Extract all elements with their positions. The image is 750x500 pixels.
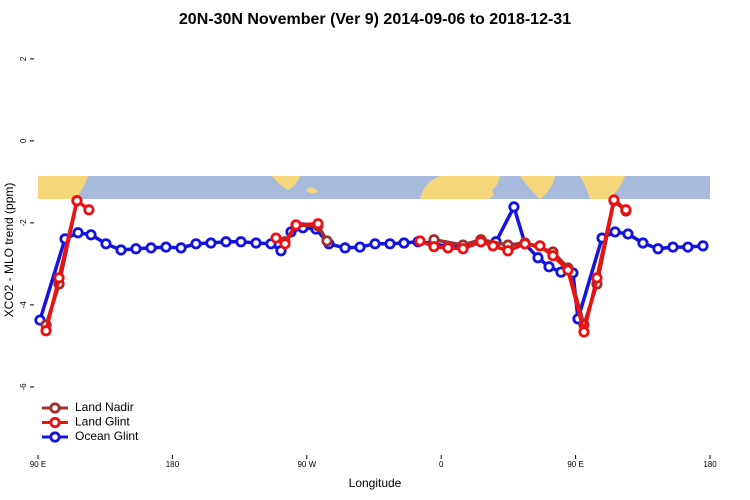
data-point [562,264,574,276]
data-point [145,242,157,254]
data-point [190,238,202,250]
data-point [442,242,454,254]
data-point [312,218,324,230]
data-point [85,229,97,241]
data-point [652,243,664,255]
data-point [53,272,65,284]
legend-label: Land Nadir [75,400,134,414]
data-point [457,243,469,255]
data-point [608,194,620,206]
y-axis-label: XCO2 - MLO trend (ppm) [2,183,16,318]
data-point [428,241,440,253]
data-point [270,232,282,244]
y-tick-label: -4 [19,301,28,309]
legend-label: Ocean Glint [75,429,139,443]
data-point [130,243,142,255]
data-point [502,245,514,257]
data-point [71,195,83,207]
x-tick-label: 90 E [30,460,46,469]
data-point [543,261,555,273]
data-point [83,204,95,216]
y-tick-label: 2 [19,56,28,61]
data-point [40,325,52,337]
data-point [205,237,217,249]
data-point [682,241,694,253]
data-point [508,201,520,213]
x-tick-label: 90 E [567,460,583,469]
data-point [475,236,487,248]
data-point [532,252,544,264]
data-point [697,240,709,252]
series-line [38,205,704,321]
data-point [534,240,546,252]
y-tick-label: 0 [19,138,28,143]
data-point [384,238,396,250]
data-point [235,236,247,248]
data-point [609,226,621,238]
data-point [622,228,634,240]
y-tick-label: -6 [19,383,28,391]
data-point [547,250,559,262]
legend-label: Land Glint [75,415,130,429]
map-strip [38,176,710,199]
data-point [487,240,499,252]
data-point [578,326,590,338]
data-point [398,237,410,249]
data-point [279,238,291,250]
data-point [321,235,333,247]
x-axis-label: Longitude [349,476,402,490]
data-point [591,272,603,284]
data-point [100,238,112,250]
legend-marker [49,416,61,429]
data-point [250,237,262,249]
data-point [354,241,366,253]
data-point [414,235,426,247]
x-tick-label: 180 [166,460,180,469]
data-point [620,204,632,216]
data-point [160,241,172,253]
legend-marker [49,431,61,443]
x-tick-label: 180 [703,460,717,469]
series-line [44,198,628,334]
data-point [290,219,302,231]
y-tick-label: -2 [19,219,28,227]
x-tick-label: 90 W [297,460,316,469]
data-point [72,227,84,239]
data-point [339,242,351,254]
data-point [115,244,127,256]
data-point [220,236,232,248]
data-point [369,238,381,250]
plot-area: 90 E 180 90 W 0 90 E 180 2 0 -2 -4 -6 Land NadirLan… [19,56,717,469]
chart-title: 20N-30N November (Ver 9) 2014-09-06 to 2… [179,11,571,28]
data-point [637,237,649,249]
data-point [667,241,679,253]
x-tick-label: 0 [439,460,444,469]
legend-marker [49,402,61,414]
data-point [175,242,187,254]
data-point [519,238,531,250]
